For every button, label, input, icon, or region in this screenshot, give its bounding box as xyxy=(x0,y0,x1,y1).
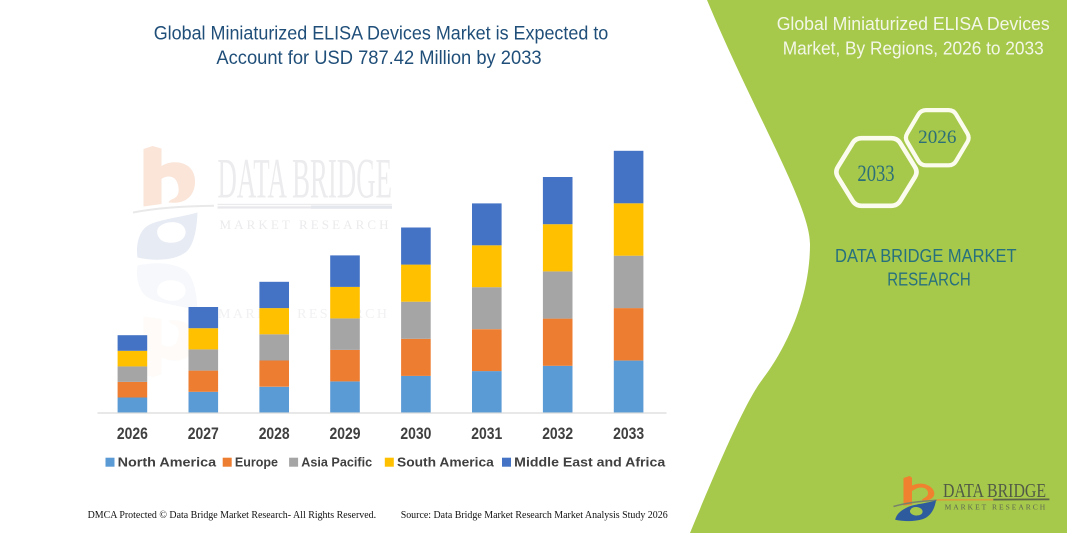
svg-text:2031: 2031 xyxy=(471,425,502,443)
svg-text:2032: 2032 xyxy=(542,425,573,443)
svg-text:DATA BRIDGE MARKET: DATA BRIDGE MARKET xyxy=(835,245,1017,266)
svg-text:Source: Data Bridge Market Res: Source: Data Bridge Market Research Mark… xyxy=(401,509,669,521)
svg-text:MARKET RESEARCH: MARKET RESEARCH xyxy=(220,217,389,232)
svg-text:DMCA Protected © Data Bridge M: DMCA Protected © Data Bridge Market Rese… xyxy=(88,509,377,521)
svg-text:2028: 2028 xyxy=(259,425,290,443)
svg-text:Europe: Europe xyxy=(235,455,278,470)
svg-text:Global Miniaturized ELISA Devi: Global Miniaturized ELISA Devices Market… xyxy=(154,22,609,44)
svg-text:2026: 2026 xyxy=(918,128,956,148)
svg-text:2029: 2029 xyxy=(330,425,361,443)
svg-text:Market, By Regions, 2026 to 20: Market, By Regions, 2026 to 2033 xyxy=(783,39,1044,59)
svg-text:North America: North America xyxy=(118,455,217,470)
svg-text:South America: South America xyxy=(397,455,495,470)
svg-text:DATA BRIDGE: DATA BRIDGE xyxy=(943,481,1046,502)
svg-text:Account for USD 787.42 Million: Account for USD 787.42 Million by 2033 xyxy=(216,47,541,69)
svg-text:MARKET RESEARCH: MARKET RESEARCH xyxy=(945,502,1048,511)
svg-text:DATA BRIDGE: DATA BRIDGE xyxy=(218,148,393,211)
svg-text:2030: 2030 xyxy=(400,425,431,443)
svg-text:2026: 2026 xyxy=(117,425,148,443)
svg-text:Asia Pacific: Asia Pacific xyxy=(301,455,372,470)
svg-text:2033: 2033 xyxy=(613,425,644,443)
svg-text:Middle East and Africa: Middle East and Africa xyxy=(514,455,666,470)
svg-text:2027: 2027 xyxy=(188,425,219,443)
svg-text:Global Miniaturized ELISA Devi: Global Miniaturized ELISA Devices xyxy=(777,14,1050,34)
svg-text:2033: 2033 xyxy=(857,161,894,186)
svg-text:RESEARCH: RESEARCH xyxy=(887,269,970,290)
